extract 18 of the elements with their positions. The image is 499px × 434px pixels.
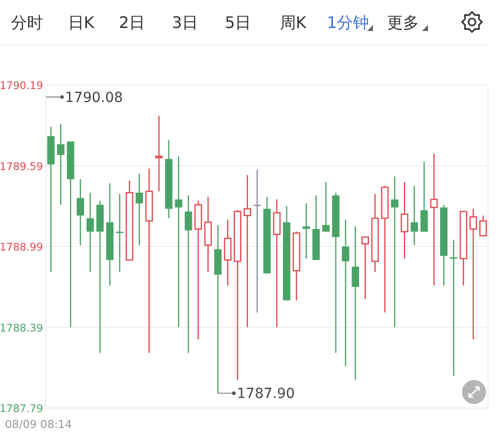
y-tick-label: 1790.19 [0, 80, 43, 92]
text: 日K [68, 13, 95, 32]
y-tick-label: 1788.39 [0, 322, 43, 334]
annotation: 1787.90 [236, 386, 295, 402]
text: 周K [280, 13, 307, 32]
text: 3日 [172, 13, 198, 32]
text: 08/09 08:14 [5, 418, 72, 431]
annotation: 1790.08 [65, 90, 123, 106]
y-tick-label: 1788.99 [0, 242, 43, 254]
y-tick-label: 1789.59 [0, 160, 43, 173]
text: 2日 [118, 13, 146, 32]
text: 更多 [387, 13, 419, 32]
extreme-label: 1790.08 [46, 90, 123, 106]
extreme-label: 1787.90 [217, 386, 295, 402]
text: 1分钟 [326, 13, 370, 32]
text: 5日 [224, 13, 252, 32]
text: 分时 [11, 13, 43, 32]
y-tick-label: 1787.79 [0, 403, 43, 415]
